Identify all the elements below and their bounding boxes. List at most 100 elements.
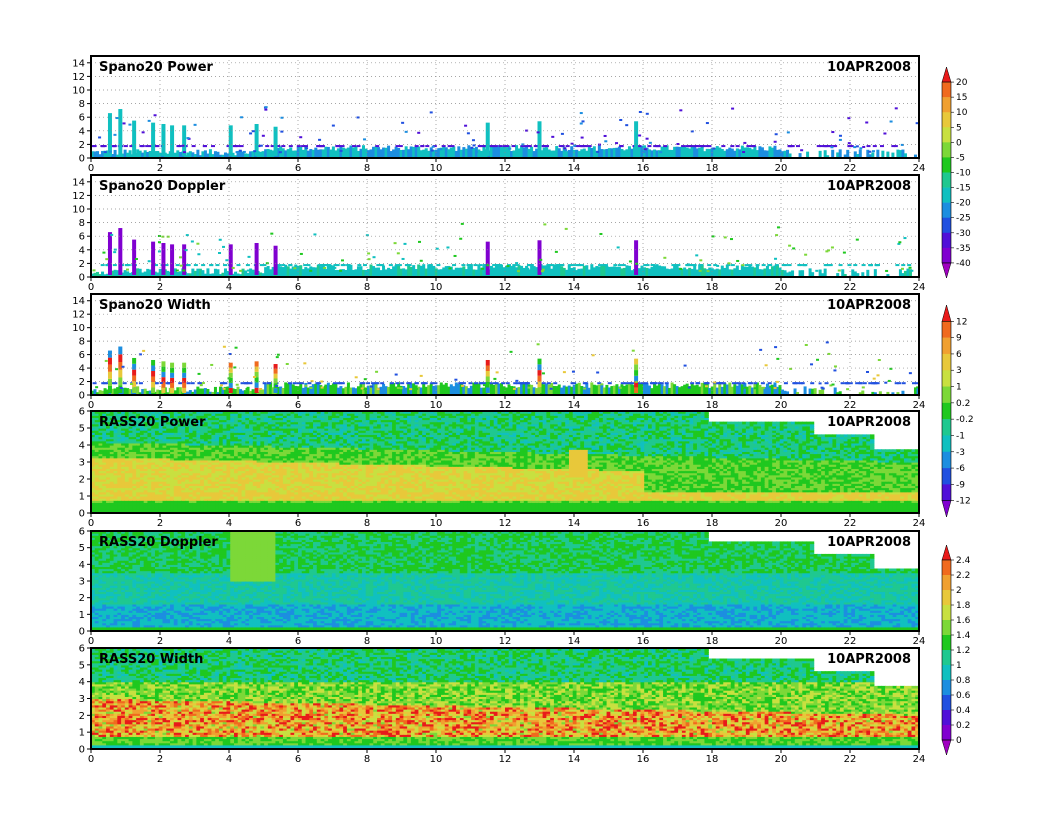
data-cell	[124, 411, 130, 414]
data-cell	[230, 498, 235, 501]
data-cell	[113, 483, 118, 486]
data-cell	[252, 485, 258, 489]
data-cell	[136, 464, 141, 467]
data-cell	[731, 107, 735, 110]
data-cell	[430, 149, 434, 152]
data-cell	[264, 472, 269, 476]
data-cell	[173, 502, 179, 506]
data-cell	[249, 151, 253, 158]
data-cell	[200, 457, 205, 461]
data-cell	[188, 390, 192, 395]
data-cell	[226, 436, 231, 440]
data-cell	[537, 375, 542, 382]
data-cell	[157, 241, 161, 244]
data-cell	[121, 451, 126, 455]
data-cell	[192, 470, 197, 474]
data-cell	[154, 493, 160, 497]
data-cell	[188, 462, 194, 465]
data-cell	[106, 481, 111, 484]
data-cell	[121, 510, 126, 513]
data-cell	[237, 489, 243, 493]
data-cell	[218, 502, 224, 506]
data-cell	[215, 489, 220, 493]
data-cell	[557, 265, 561, 277]
data-cell	[203, 432, 209, 435]
data-cell	[203, 419, 209, 423]
data-cell	[196, 449, 201, 452]
data-cell	[91, 413, 96, 416]
x-tick-label: 0	[88, 400, 94, 411]
data-cell	[128, 455, 133, 459]
data-cell	[200, 430, 205, 433]
data-cell	[260, 508, 265, 512]
data-cell	[856, 273, 860, 277]
data-cell	[282, 415, 288, 418]
data-cell	[188, 453, 194, 457]
data-cell	[301, 145, 306, 148]
data-cell	[98, 445, 103, 448]
data-cell	[203, 434, 209, 438]
x-tick-label: 14	[568, 282, 581, 293]
data-cell	[211, 411, 216, 414]
data-cell	[94, 468, 100, 472]
data-cell	[211, 442, 216, 446]
data-cell	[267, 425, 273, 429]
data-cell	[154, 474, 160, 478]
data-cell	[154, 470, 160, 474]
data-cell	[218, 428, 224, 431]
data-cell	[106, 496, 111, 499]
data-cell	[113, 457, 118, 461]
data-cell	[305, 457, 310, 461]
data-cell	[527, 386, 531, 389]
data-cell	[143, 455, 149, 459]
data-cell	[121, 419, 126, 423]
data-cell	[282, 468, 288, 472]
data-cell	[188, 425, 194, 429]
data-cell	[196, 474, 201, 478]
data-cell	[128, 451, 133, 455]
data-cell	[230, 506, 235, 510]
data-cell	[218, 413, 224, 416]
data-cell	[378, 264, 383, 267]
data-cell	[271, 457, 277, 461]
data-cell	[582, 382, 587, 385]
data-cell	[259, 151, 263, 158]
data-cell	[758, 384, 762, 395]
data-cell	[238, 149, 242, 152]
data-cell	[151, 500, 156, 503]
data-cell	[132, 504, 137, 508]
data-cell	[158, 459, 164, 463]
data-cell	[121, 487, 126, 491]
data-cell	[424, 386, 428, 395]
data-cell	[610, 266, 614, 277]
data-cell	[223, 264, 228, 267]
y-tick-label: 8	[79, 99, 85, 110]
data-cell	[124, 428, 130, 431]
data-cell	[121, 425, 126, 429]
data-cell	[182, 372, 187, 378]
data-cell	[598, 264, 603, 267]
data-cell	[256, 466, 261, 469]
data-cell	[279, 493, 284, 497]
data-cell	[477, 149, 481, 158]
data-cell	[267, 496, 273, 499]
data-cell	[305, 425, 310, 429]
data-cell	[319, 149, 323, 158]
data-cell	[102, 421, 107, 425]
data-cell	[151, 491, 156, 495]
data-cell	[911, 382, 916, 385]
data-cell	[638, 111, 642, 114]
data-cell	[298, 479, 303, 482]
data-cell	[158, 430, 164, 433]
data-cell	[492, 145, 496, 158]
data-cell	[147, 455, 152, 459]
data-cell	[730, 145, 735, 148]
data-cell	[143, 434, 149, 438]
data-cell	[188, 442, 194, 446]
data-cell	[313, 447, 318, 450]
data-cell	[222, 510, 228, 513]
data-cell	[279, 457, 284, 461]
data-cell	[309, 432, 314, 435]
data-cell	[294, 411, 299, 414]
data-cell	[226, 493, 231, 497]
